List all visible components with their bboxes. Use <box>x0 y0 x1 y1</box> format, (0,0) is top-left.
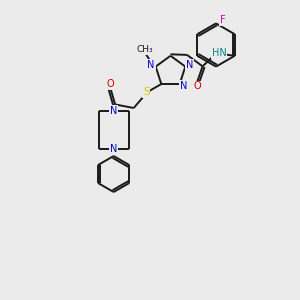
Text: CH₃: CH₃ <box>137 45 154 54</box>
Text: N: N <box>180 80 188 91</box>
Text: N: N <box>110 106 117 116</box>
Text: N: N <box>110 144 117 154</box>
Text: N: N <box>186 60 193 70</box>
Text: O: O <box>194 81 201 92</box>
Text: N: N <box>148 60 155 70</box>
Text: F: F <box>220 15 225 25</box>
Text: S: S <box>143 87 150 98</box>
Text: O: O <box>107 79 114 89</box>
Text: HN: HN <box>212 48 226 58</box>
